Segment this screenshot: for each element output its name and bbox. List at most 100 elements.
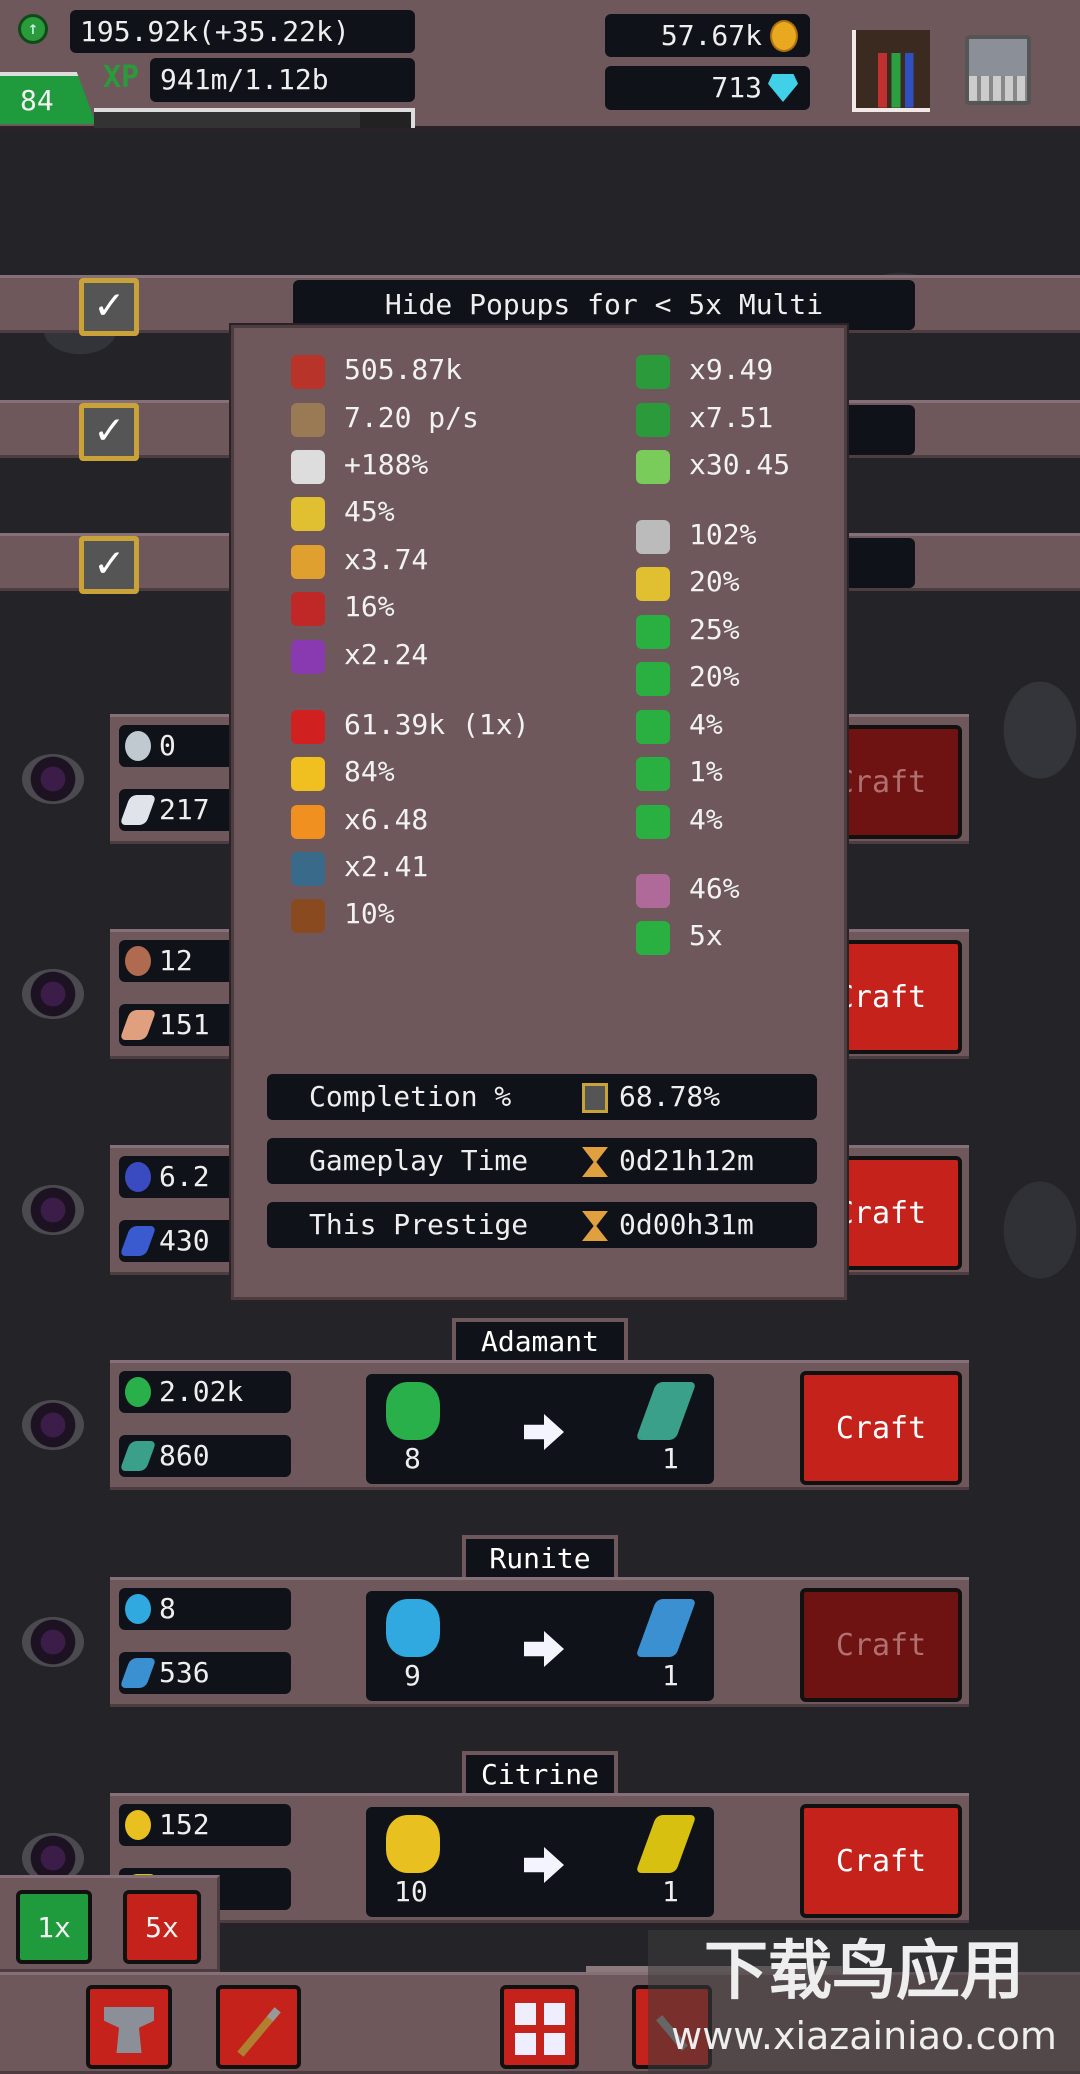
bar-icon [119, 795, 157, 825]
stat-value: +188% [344, 448, 429, 481]
chest-up-icon [636, 921, 670, 955]
stat-value: 4% [689, 803, 723, 836]
bar-count: 860 [159, 1439, 210, 1472]
stat-value: 505.87k [344, 353, 463, 386]
checkbox[interactable]: ✓ [79, 403, 139, 461]
summary-label: Completion % [309, 1080, 512, 1113]
hourglass-icon [582, 1211, 608, 1241]
stat-value: 46% [689, 872, 740, 905]
gems-display: 713 [605, 66, 810, 110]
fire-bomb-icon [291, 805, 325, 839]
craft-title: Adamant [452, 1318, 628, 1360]
output-amount: 1 [662, 1875, 679, 1908]
gold-pickaxe-icon [291, 497, 325, 531]
pickaxe-icon [236, 2007, 281, 2057]
stats-popup: 505.87k 7.20 p/s +188% 45% x3.74 16% x2.24 61.3… [231, 325, 847, 1300]
eye-icon[interactable] [22, 1617, 84, 1667]
craft-button[interactable]: Craft [800, 1804, 962, 1918]
bar-count-box: 536 [119, 1652, 291, 1694]
checkbox[interactable]: ✓ [79, 278, 139, 336]
level-badge: 84 [0, 72, 96, 124]
craft-label: Craft [835, 1195, 927, 1231]
stat-value: 61.39k (1x) [344, 708, 530, 741]
summary-row: Gameplay Time 0d21h12m [267, 1138, 817, 1184]
chest-plus-icon [636, 874, 670, 908]
eye-icon[interactable] [22, 1185, 84, 1235]
ore-icon [125, 1810, 151, 1840]
anvil-icon [104, 2007, 154, 2053]
craft-title: Runite [462, 1535, 618, 1577]
eye-icon[interactable] [22, 754, 84, 804]
stat-value: x3.74 [344, 543, 429, 576]
xp-icon [636, 355, 670, 389]
multiplier-panel: 1x 5x [0, 1875, 220, 1972]
craft-label: Craft [835, 1410, 927, 1446]
anvil-3x-icon [636, 662, 670, 696]
ore-icon [125, 731, 151, 761]
stat-value: 10% [344, 897, 395, 930]
craft-label: Craft [835, 764, 927, 800]
top-bar: ↑ 195.92k(+35.22k) XP 941m/1.12b 84 57.6… [0, 0, 1080, 130]
ore-input-icon [386, 1815, 440, 1873]
multiplier-1x-button[interactable]: 1x [16, 1890, 92, 1964]
bar-icon [119, 1658, 157, 1688]
summary-row: Completion % 68.78% [267, 1074, 817, 1120]
stat-value: 5x [689, 919, 723, 952]
stats-chart-icon[interactable] [852, 30, 930, 112]
summary-label: This Prestige [309, 1208, 529, 1241]
craft-button[interactable]: Craft [800, 1588, 962, 1702]
anvil-2x-icon [636, 615, 670, 649]
eye-icon[interactable] [22, 1400, 84, 1450]
stat-value: 102% [689, 518, 757, 551]
ore-count-box: 2.02k [119, 1371, 291, 1413]
pickaxe-speed-icon [291, 403, 325, 437]
checkbox-icon [582, 1083, 608, 1113]
nav-pickaxe-button[interactable] [216, 1985, 301, 2069]
bar-output-icon [635, 1599, 697, 1657]
craft-panel: 2.02k 860 8 1 Craft [110, 1360, 969, 1490]
output-amount: 1 [662, 1442, 679, 1475]
ore-count: 12 [159, 944, 193, 977]
ore-count: 6.2 [159, 1160, 210, 1193]
summary-value: 68.78% [619, 1080, 721, 1113]
stat-value: 4% [689, 708, 723, 741]
stat-value: 1% [689, 755, 723, 788]
craft-button[interactable]: Craft [800, 1371, 962, 1485]
craft-title: Citrine [462, 1751, 618, 1793]
hourglass-icon [582, 1147, 608, 1177]
craft-label: Craft [835, 1843, 927, 1879]
stat-value: x9.49 [689, 353, 774, 386]
output-amount: 1 [662, 1659, 679, 1692]
machine-icon[interactable] [965, 35, 1031, 105]
eye-icon[interactable] [22, 969, 84, 1019]
stat-value: 20% [689, 660, 740, 693]
ore-icon [125, 1162, 151, 1192]
stat-value: 25% [689, 613, 740, 646]
multiplier-5x-label: 5x [145, 1910, 179, 1944]
craft-label: Craft [835, 1627, 927, 1663]
xp-progress-bar [94, 108, 415, 128]
checkbox[interactable]: ✓ [79, 536, 139, 594]
bar-count: 430 [159, 1224, 210, 1257]
settings-label: Hide Popups for < 5x Multi [293, 280, 915, 330]
eye-icon[interactable] [22, 1833, 84, 1883]
stat-value: x7.51 [689, 401, 774, 434]
multiplier-1x-label: 1x [37, 1910, 71, 1944]
xp-label: XP [103, 60, 140, 95]
gold-bomb-icon [291, 757, 325, 791]
stat-value: x6.48 [344, 803, 429, 836]
nav-anvil-button[interactable] [86, 1985, 172, 2069]
stat-value: x2.41 [344, 850, 429, 883]
ore-count: 0 [159, 729, 176, 762]
multiplier-5x-button[interactable]: 5x [123, 1890, 201, 1964]
gold-pickaxe-multi-icon [291, 545, 325, 579]
pickaxe-boost-icon [291, 450, 325, 484]
stat-value: x30.45 [689, 448, 791, 481]
ore-count: 8 [159, 1592, 176, 1625]
bar-icon [119, 1226, 157, 1256]
nav-grid-button[interactable] [500, 1985, 579, 2069]
gold-amount: 57.67k [660, 19, 762, 52]
anvil-fire-icon [636, 805, 670, 839]
